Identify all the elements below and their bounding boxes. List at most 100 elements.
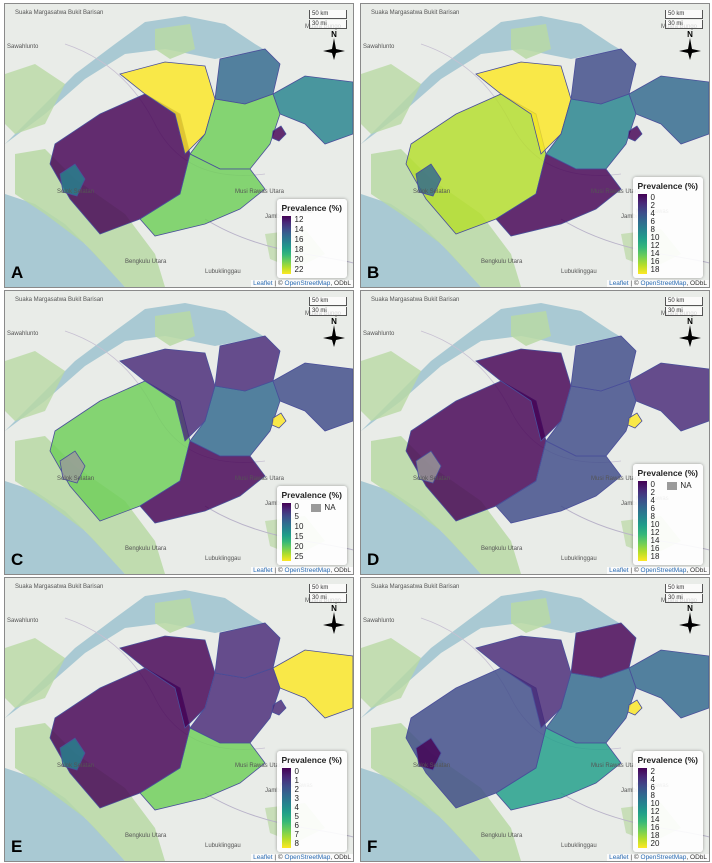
map-panel-a[interactable]: Sawahlunto Suaka Margasatwa Bukit Barisan… <box>4 3 354 288</box>
region-east <box>628 649 709 719</box>
region-swsmall <box>59 737 86 771</box>
leaflet-link[interactable]: Leaflet <box>253 280 273 287</box>
legend-na: NA <box>311 503 336 512</box>
leaflet-link[interactable]: Leaflet <box>253 854 273 861</box>
osm-link[interactable]: OpenStreetMap <box>284 280 331 287</box>
attribution-sep: | © <box>628 280 641 287</box>
legend-tick: 4 <box>650 209 655 218</box>
region-city <box>271 125 287 142</box>
legend-tick: 16 <box>650 544 660 553</box>
legend-tick: 2 <box>650 488 655 497</box>
legend: Prevalence (%) 2 4 6 8 10 12 14 16 18 20 <box>632 751 703 852</box>
forest-area <box>5 64 65 134</box>
attribution-tail: , ODbL <box>330 567 351 574</box>
legend-tick: 14 <box>650 536 660 545</box>
legend-tick: 18 <box>294 245 304 254</box>
legend-tick: 20 <box>294 255 304 264</box>
region-swsmall <box>415 737 442 771</box>
scale-km: 50 km <box>309 10 347 19</box>
legend-tick: 6 <box>650 504 655 513</box>
forest-area <box>155 598 195 633</box>
place-label: Suaka Margasatwa Bukit Barisan <box>15 10 104 16</box>
osm-link[interactable]: OpenStreetMap <box>284 854 331 861</box>
leaflet-link[interactable]: Leaflet <box>253 567 273 574</box>
ocean-sw <box>5 506 100 574</box>
legend-tick: 12 <box>650 807 660 816</box>
region-south <box>139 153 266 237</box>
land-north <box>5 4 353 144</box>
legend-tick: 4 <box>650 496 655 505</box>
forest-area <box>5 638 65 708</box>
scale-bar: 50 km 30 mi <box>309 584 347 604</box>
map-panel-e[interactable]: Sawahlunto Suaka Margasatwa Bukit Barisan… <box>4 577 354 862</box>
legend-tick: 10 <box>650 799 660 808</box>
north-letter: N <box>331 604 337 613</box>
place-label: Solok Selatan <box>57 189 95 195</box>
land-north <box>361 291 709 431</box>
legend-tick: 8 <box>650 791 655 800</box>
attribution-sep: | © <box>272 854 285 861</box>
legend-color-ramp <box>637 194 647 274</box>
region-east <box>272 362 353 432</box>
legend-tick: 22 <box>294 265 304 274</box>
legend-tick: 16 <box>650 823 660 832</box>
place-label: Sawahlunto <box>363 331 395 337</box>
legend-tick: 14 <box>294 225 304 234</box>
map-panel-d[interactable]: Sawahlunto Suaka Margasatwa Bukit Barisan… <box>360 290 710 575</box>
map-attribution: Leaflet | © OpenStreetMap, ODbL <box>251 280 353 287</box>
legend-tick: 2 <box>650 767 655 776</box>
osm-link[interactable]: OpenStreetMap <box>640 854 687 861</box>
legend-tick: 10 <box>294 522 304 531</box>
legend-tick: 2 <box>294 785 299 794</box>
osm-link[interactable]: OpenStreetMap <box>640 280 687 287</box>
leaflet-link[interactable]: Leaflet <box>609 854 629 861</box>
na-swatch <box>667 481 678 490</box>
scale-mi: 30 mi <box>309 20 347 29</box>
forest-area <box>511 311 551 346</box>
land-north <box>5 291 353 431</box>
attribution-sep: | © <box>272 567 285 574</box>
north-letter: N <box>331 30 337 39</box>
legend-color-ramp <box>281 216 291 274</box>
forest-area <box>155 311 195 346</box>
map-panel-b[interactable]: Sawahlunto Suaka Margasatwa Bukit Barisan… <box>360 3 710 288</box>
legend-tick: 3 <box>294 794 299 803</box>
legend-color-ramp <box>637 768 647 848</box>
north-arrow-icon: N <box>679 317 701 347</box>
scale-mi: 30 mi <box>665 20 703 29</box>
place-label: Suaka Margasatwa Bukit Barisan <box>371 584 460 590</box>
north-arrow-icon: N <box>679 604 701 634</box>
region-city <box>271 699 287 716</box>
place-label: Musi Rawas Utara <box>235 476 285 482</box>
legend-tick: 0 <box>294 502 299 511</box>
panel-label: D <box>367 550 380 569</box>
legend-color-ramp <box>281 503 291 561</box>
legend-tick: 5 <box>294 812 299 821</box>
osm-link[interactable]: OpenStreetMap <box>284 567 331 574</box>
scale-mi: 30 mi <box>665 307 703 316</box>
map-attribution: Leaflet | © OpenStreetMap, ODbL <box>251 854 353 861</box>
north-arrow-icon: N <box>323 317 345 347</box>
place-label: Lubuklinggau <box>205 843 241 849</box>
place-label: Jambi <box>265 788 282 794</box>
region-south <box>495 440 622 524</box>
place-label: Lubuklinggau <box>561 843 597 849</box>
legend-tick: 12 <box>650 528 660 537</box>
place-label: Bengkulu Utara <box>481 833 523 839</box>
legend-tick: 2 <box>650 201 655 210</box>
attribution-sep: | © <box>628 854 641 861</box>
place-label: Jambi <box>621 214 638 220</box>
place-label: Sawahlunto <box>7 331 39 337</box>
region-city <box>627 699 643 716</box>
legend-title: Prevalence (%) <box>637 755 698 765</box>
place-label: Suaka Margasatwa Bukit Barisan <box>371 10 460 16</box>
map-panel-c[interactable]: Sawahlunto Suaka Margasatwa Bukit Barisan… <box>4 290 354 575</box>
place-label: Jambi <box>621 788 638 794</box>
osm-link[interactable]: OpenStreetMap <box>640 567 687 574</box>
map-panel-f[interactable]: Sawahlunto Suaka Margasatwa Bukit Barisan… <box>360 577 710 862</box>
leaflet-link[interactable]: Leaflet <box>609 280 629 287</box>
leaflet-link[interactable]: Leaflet <box>609 567 629 574</box>
legend-tick: 8 <box>294 839 299 848</box>
north-arrow-icon: N <box>323 30 345 60</box>
ocean-sw <box>361 506 456 574</box>
